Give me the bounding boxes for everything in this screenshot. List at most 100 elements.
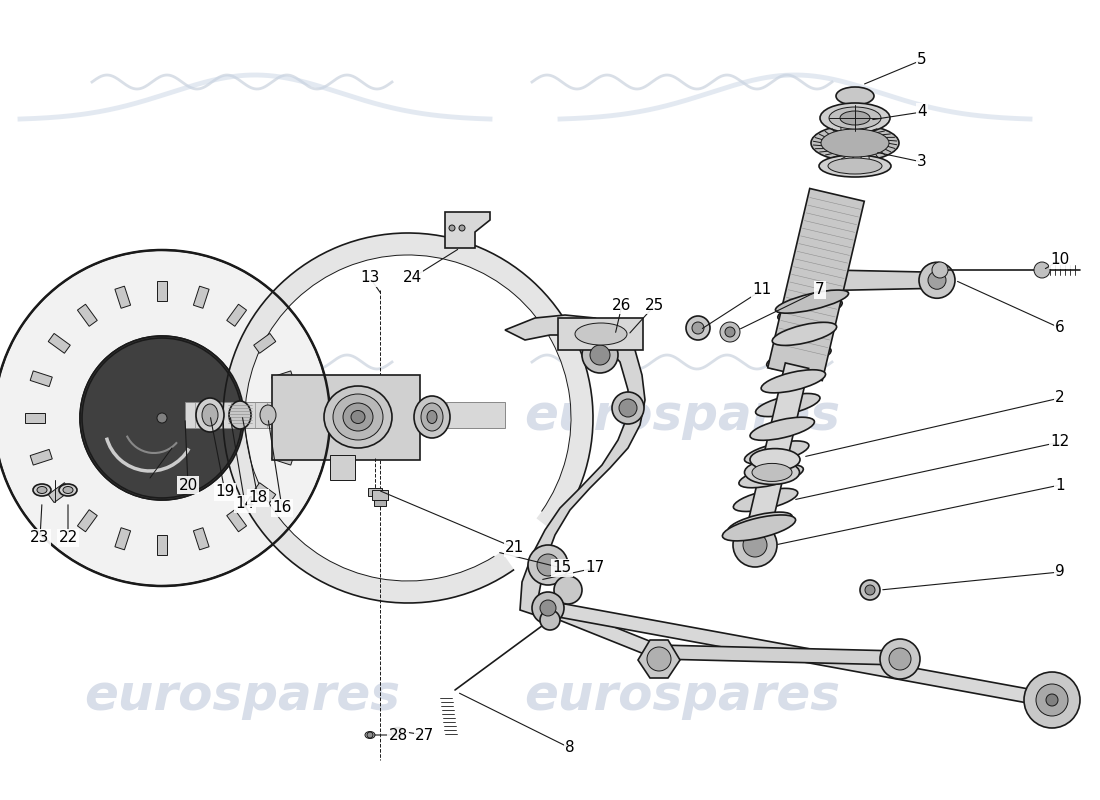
Text: 10: 10 — [1050, 253, 1069, 267]
Ellipse shape — [333, 394, 383, 440]
Ellipse shape — [734, 488, 798, 511]
Circle shape — [528, 545, 568, 585]
Polygon shape — [185, 402, 505, 428]
Text: 7: 7 — [815, 282, 825, 298]
Ellipse shape — [59, 484, 77, 496]
Polygon shape — [272, 375, 420, 460]
Circle shape — [537, 554, 559, 576]
Text: 4: 4 — [917, 105, 927, 119]
Text: 21: 21 — [505, 541, 525, 555]
Text: 20: 20 — [178, 478, 198, 493]
Text: 2: 2 — [1055, 390, 1065, 406]
Ellipse shape — [739, 465, 803, 488]
Text: 9: 9 — [1055, 565, 1065, 579]
Polygon shape — [194, 286, 209, 308]
Circle shape — [582, 337, 618, 373]
Polygon shape — [0, 250, 330, 586]
Text: eurospares: eurospares — [524, 392, 840, 440]
Polygon shape — [842, 270, 937, 290]
Circle shape — [918, 262, 955, 298]
Ellipse shape — [761, 370, 825, 393]
Text: 8: 8 — [565, 741, 575, 755]
Ellipse shape — [414, 396, 450, 438]
Circle shape — [742, 533, 767, 557]
Circle shape — [619, 399, 637, 417]
Ellipse shape — [33, 484, 51, 496]
Text: 13: 13 — [361, 270, 379, 286]
Polygon shape — [546, 602, 661, 658]
Circle shape — [733, 523, 777, 567]
Ellipse shape — [260, 405, 276, 425]
Circle shape — [928, 271, 946, 290]
Polygon shape — [272, 450, 294, 465]
Circle shape — [1046, 694, 1058, 706]
Text: 14: 14 — [235, 497, 254, 511]
Circle shape — [860, 580, 880, 600]
Polygon shape — [227, 304, 246, 326]
Polygon shape — [547, 601, 1052, 707]
Polygon shape — [227, 510, 246, 532]
Text: 18: 18 — [249, 490, 267, 506]
Polygon shape — [77, 510, 97, 532]
Ellipse shape — [772, 322, 837, 346]
Text: 24: 24 — [403, 270, 421, 286]
Text: 25: 25 — [646, 298, 664, 313]
Text: 1: 1 — [1055, 478, 1065, 493]
Polygon shape — [638, 640, 680, 678]
Circle shape — [1036, 684, 1068, 716]
Text: 23: 23 — [31, 530, 50, 546]
Ellipse shape — [756, 394, 820, 417]
Polygon shape — [254, 482, 276, 502]
Circle shape — [725, 327, 735, 337]
Bar — [368, 488, 382, 496]
Ellipse shape — [343, 403, 373, 431]
Ellipse shape — [390, 727, 405, 737]
Ellipse shape — [778, 298, 843, 322]
Circle shape — [647, 647, 671, 671]
Polygon shape — [30, 450, 53, 465]
Polygon shape — [194, 528, 209, 550]
Ellipse shape — [202, 404, 218, 426]
Text: 3: 3 — [917, 154, 927, 170]
Bar — [374, 500, 386, 506]
Wedge shape — [223, 233, 593, 603]
Ellipse shape — [820, 103, 890, 133]
Ellipse shape — [752, 463, 792, 482]
Polygon shape — [505, 315, 645, 615]
Circle shape — [932, 262, 948, 278]
Text: eurospares: eurospares — [84, 392, 400, 440]
Circle shape — [1024, 672, 1080, 728]
Text: 26: 26 — [613, 298, 631, 313]
Ellipse shape — [745, 441, 808, 464]
Ellipse shape — [821, 129, 889, 157]
Circle shape — [394, 728, 402, 736]
Text: 6: 6 — [1055, 321, 1065, 335]
Text: 19: 19 — [216, 485, 234, 499]
Circle shape — [540, 610, 560, 630]
Text: 16: 16 — [273, 501, 292, 515]
Text: 27: 27 — [416, 727, 434, 742]
Text: 22: 22 — [58, 530, 78, 546]
Ellipse shape — [829, 107, 881, 129]
Circle shape — [554, 576, 582, 604]
Circle shape — [608, 323, 632, 347]
Polygon shape — [330, 455, 355, 480]
Polygon shape — [157, 535, 167, 555]
Circle shape — [540, 600, 556, 616]
Ellipse shape — [728, 512, 792, 535]
Polygon shape — [25, 413, 45, 423]
Ellipse shape — [365, 731, 375, 738]
Circle shape — [1034, 262, 1050, 278]
Polygon shape — [77, 304, 97, 326]
Ellipse shape — [750, 418, 814, 440]
Circle shape — [590, 320, 610, 340]
Text: 12: 12 — [1050, 434, 1069, 450]
Text: eurospares: eurospares — [84, 672, 400, 720]
Polygon shape — [30, 371, 53, 386]
Polygon shape — [272, 371, 294, 386]
Polygon shape — [48, 334, 70, 354]
Circle shape — [532, 592, 564, 624]
Ellipse shape — [37, 486, 47, 494]
Ellipse shape — [840, 111, 870, 125]
Polygon shape — [157, 281, 167, 301]
